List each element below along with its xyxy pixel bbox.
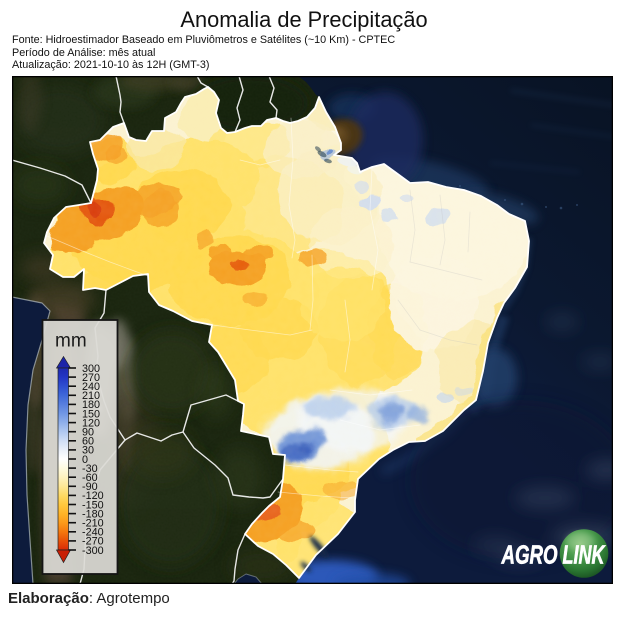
svg-text:30: 30 (82, 445, 94, 457)
svg-text:-150: -150 (82, 499, 104, 511)
svg-text:0: 0 (82, 454, 88, 466)
svg-text:120: 120 (82, 417, 100, 429)
svg-text:-180: -180 (82, 508, 104, 520)
svg-text:-210: -210 (82, 518, 104, 530)
svg-text:-120: -120 (82, 490, 104, 502)
svg-text:-60: -60 (82, 472, 98, 484)
svg-text:210: 210 (82, 390, 100, 402)
svg-text:60: 60 (82, 436, 94, 448)
svg-text:300: 300 (82, 363, 100, 375)
svg-text:270: 270 (82, 372, 100, 384)
svg-text:-90: -90 (82, 481, 98, 493)
svg-text:AGRO: AGRO (501, 540, 558, 570)
svg-text:AGRO: AGRO (501, 540, 558, 570)
svg-text:150: 150 (82, 408, 100, 420)
svg-text:-300: -300 (82, 545, 104, 557)
svg-text:mm: mm (55, 331, 87, 352)
svg-text:180: 180 (82, 399, 100, 411)
svg-text:LINK: LINK (563, 540, 607, 570)
svg-text:-30: -30 (82, 463, 98, 475)
svg-text:-270: -270 (82, 536, 104, 548)
svg-text:90: 90 (82, 427, 94, 439)
svg-text:240: 240 (82, 381, 100, 393)
svg-text:-240: -240 (82, 527, 104, 539)
